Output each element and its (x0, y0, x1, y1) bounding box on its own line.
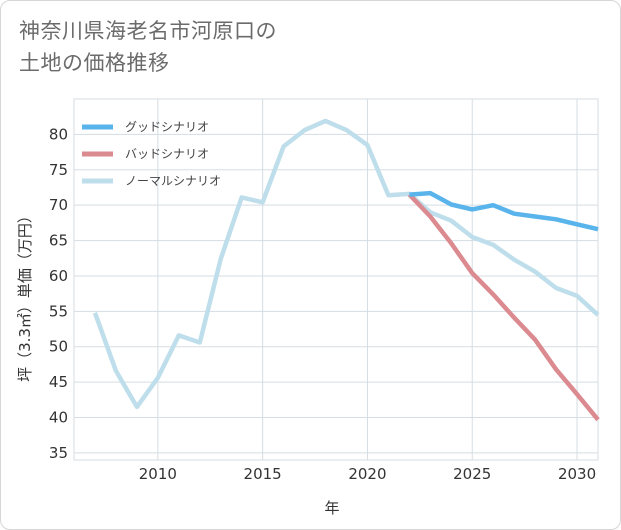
legend-normal-scenario: ノーマルシナリオ (82, 174, 221, 188)
good-scenario-line (409, 190, 599, 232)
y-tick-label: 35 (49, 444, 68, 462)
y-axis-ticks: 35 40 45 50 55 60 65 70 75 80 (49, 125, 68, 462)
legend-good-scenario: グッドシナリオ (82, 120, 209, 134)
x-tick-label: 2030 (558, 465, 596, 483)
chart-title-line-1: 神奈川県海老名市河原口の (19, 19, 277, 43)
y-tick-label: 65 (49, 232, 68, 250)
y-tick-label: 60 (49, 267, 68, 285)
legend-label: バッドシナリオ (125, 147, 209, 161)
y-tick-label: 75 (49, 161, 68, 179)
y-tick-label: 45 (49, 373, 68, 391)
x-tick-label: 2015 (244, 465, 282, 483)
y-tick-label: 80 (49, 125, 68, 143)
y-tick-label: 50 (49, 338, 68, 356)
legend-bad-scenario: バッドシナリオ (82, 147, 209, 161)
y-axis-label: 坪（3.3㎡）単価（万円） (16, 208, 34, 382)
x-axis-label: 年 (324, 499, 339, 517)
x-tick-label: 2025 (453, 465, 491, 483)
y-tick-label: 55 (49, 302, 68, 320)
plot-border (73, 98, 599, 461)
x-tick-label: 2010 (139, 465, 177, 483)
normal-scenario-line (92, 118, 600, 410)
legend-label: ノーマルシナリオ (125, 174, 221, 188)
grid (73, 98, 599, 461)
y-tick-label: 40 (49, 409, 68, 427)
y-tick-label: 70 (49, 196, 68, 214)
chart-title: 神奈川県海老名市河原口の 土地の価格推移 (19, 15, 277, 79)
legend-label: グッドシナリオ (125, 120, 209, 134)
chart-title-line-2: 土地の価格推移 (19, 51, 170, 75)
x-tick-label: 2020 (348, 465, 386, 483)
x-axis-ticks: 2010 2015 2020 2025 2030 (139, 465, 596, 483)
bad-scenario-line (407, 193, 600, 422)
series-lines (92, 118, 600, 422)
